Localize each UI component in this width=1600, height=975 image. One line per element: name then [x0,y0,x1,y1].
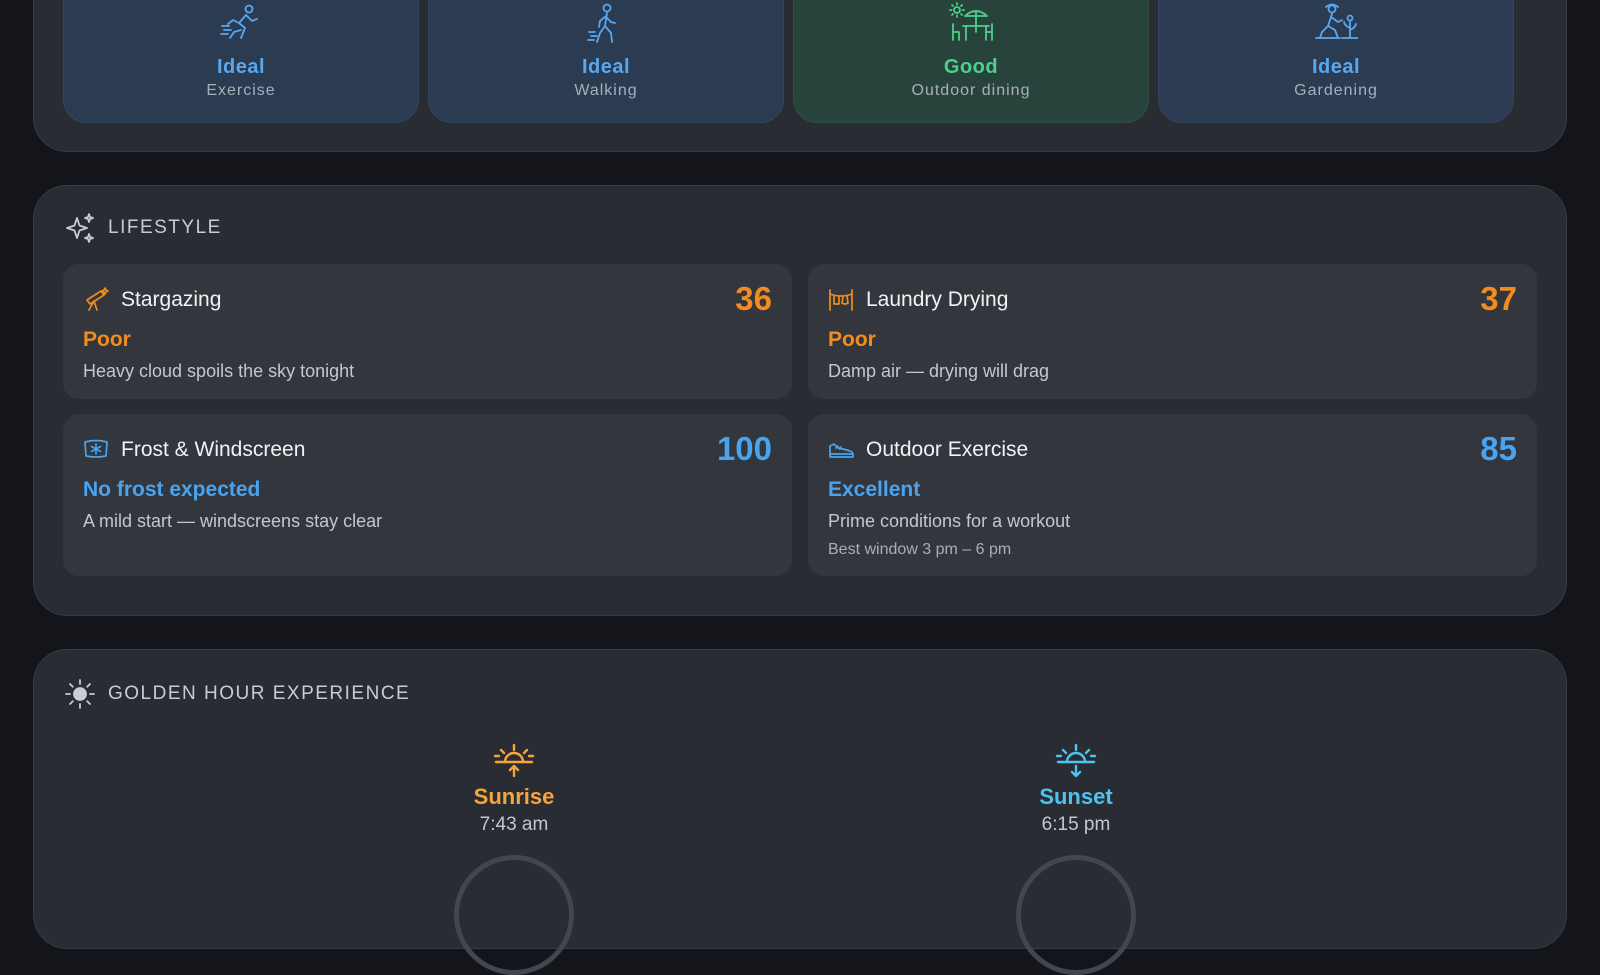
card-score: 100 [716,430,772,467]
activity-card-gardening[interactable]: Ideal Gardening [1158,0,1514,123]
card-score: 85 [1480,430,1517,467]
sneaker-icon [829,443,854,458]
card-status: Poor [83,328,131,351]
windscreen-frost-icon [84,439,108,458]
activities-panel: Ideal Exercise Ideal Walking Good Outdoo… [33,0,1567,152]
activity-status: Ideal [216,56,266,78]
card-status: Excellent [828,478,921,501]
golden-hour-header: GOLDEN HOUR EXPERIENCE [64,678,410,710]
section-title: LIFESTYLE [108,217,222,238]
activity-status: Ideal [1311,56,1361,78]
activity-card-exercise[interactable]: Ideal Exercise [63,0,419,123]
card-description: Prime conditions for a workout [828,511,1071,531]
activity-label: Exercise [206,82,276,99]
running-icon [220,4,258,39]
sparkles-icon [66,213,94,243]
sun-icon [65,679,95,709]
lifestyle-card-stargazing[interactable]: Stargazing 36 Poor Heavy cloud spoils th… [63,264,792,399]
sunset-icon [1055,743,1097,778]
lifestyle-card-frost-windscreen[interactable]: Frost & Windscreen 100 No frost expected… [63,414,792,576]
telescope-icon [86,287,109,311]
sunrise-time: 7:43 am [479,814,549,835]
sunrise-dial [454,855,574,975]
activity-card-walking[interactable]: Ideal Walking [428,0,784,123]
lifestyle-card-outdoor-exercise[interactable]: Outdoor Exercise 85 Excellent Prime cond… [808,414,1537,576]
activity-status: Good [943,56,999,78]
sunset-time: 6:15 pm [1041,814,1111,835]
activity-status: Ideal [581,56,631,78]
card-title: Laundry Drying [866,288,1009,311]
sunset-block: Sunset 6:15 pm [976,742,1176,836]
sunrise-label: Sunrise [473,784,555,809]
card-title: Outdoor Exercise [866,438,1029,461]
card-title: Stargazing [121,288,222,311]
lifestyle-card-laundry-drying[interactable]: Laundry Drying 37 Poor Damp air — drying… [808,264,1537,399]
card-score: 37 [1480,280,1517,317]
sunset-label: Sunset [1039,784,1113,809]
card-title: Frost & Windscreen [121,438,306,461]
activity-label: Gardening [1294,82,1378,99]
walking-icon [587,3,616,43]
activity-label: Walking [574,82,638,99]
lifestyle-panel: LIFESTYLE Stargazing 36 Poor Heavy cloud… [33,185,1567,616]
sunrise-block: Sunrise 7:43 am [414,742,614,836]
gardening-icon [1315,3,1358,39]
laundry-line-icon [829,289,853,311]
card-score: 36 [735,280,772,317]
golden-hour-panel: GOLDEN HOUR EXPERIENCE Sunrise 7:43 am S… [33,649,1567,975]
best-window-note: Best window 3 pm – 6 pm [828,541,1012,558]
outdoor-dining-icon [949,2,993,41]
card-description: Heavy cloud spoils the sky tonight [83,361,355,381]
section-title: GOLDEN HOUR EXPERIENCE [108,683,411,704]
card-status: Poor [828,328,876,351]
card-description: Damp air — drying will drag [828,361,1050,381]
sunrise-icon [493,743,535,778]
lifestyle-header: LIFESTYLE [64,212,222,244]
sunset-dial [1016,855,1136,975]
activity-card-outdoor-dining[interactable]: Good Outdoor dining [793,0,1149,123]
card-status: No frost expected [83,478,261,501]
card-description: A mild start — windscreens stay clear [83,511,383,531]
activity-label: Outdoor dining [911,82,1031,99]
